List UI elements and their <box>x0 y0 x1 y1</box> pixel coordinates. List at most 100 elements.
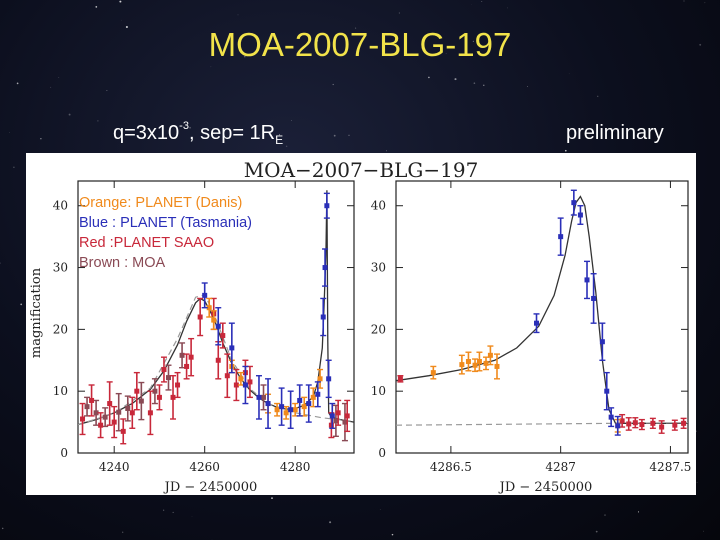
legend-entry: Orange: PLANET (Danis) <box>79 195 242 211</box>
data-marker <box>233 382 239 388</box>
data-marker <box>179 352 185 358</box>
right-panel-data-point <box>458 354 465 375</box>
data-marker <box>129 410 135 416</box>
data-marker <box>184 363 190 369</box>
data-marker <box>306 401 312 407</box>
star-dot <box>699 43 702 46</box>
data-marker <box>288 407 294 413</box>
left-panel-data-point <box>147 390 154 436</box>
legend: Orange: PLANET (Danis) Blue : PLANET (Tas… <box>79 195 252 271</box>
left-panel-y-tick-label: 10 <box>53 384 68 398</box>
separation-subscript: E <box>275 133 284 147</box>
star-dot <box>506 7 508 9</box>
star-dot <box>481 1 483 2</box>
data-marker <box>639 422 645 428</box>
data-marker <box>89 397 95 403</box>
star-dot <box>119 0 122 3</box>
right-panel-data-point <box>632 417 639 429</box>
left-panel-data-point <box>320 297 327 337</box>
star-dot <box>637 511 640 513</box>
star-dot <box>315 39 319 42</box>
right-panel-data-point <box>649 417 656 429</box>
data-marker <box>202 292 208 298</box>
star-dot <box>125 25 128 29</box>
star-dot <box>604 514 606 516</box>
data-marker <box>138 398 144 404</box>
data-marker <box>215 323 221 329</box>
star-dot <box>16 82 19 85</box>
star-dot <box>398 12 400 14</box>
right-panel-plot-area <box>396 189 688 436</box>
left-panel-data-point <box>242 365 249 405</box>
data-marker <box>626 421 632 427</box>
star-dot <box>58 77 60 79</box>
data-marker <box>120 428 126 434</box>
star-dot <box>243 55 246 58</box>
right-panel-data-point <box>577 205 584 225</box>
left-panel-data-point <box>233 368 240 402</box>
left-panel-data-point <box>160 356 167 383</box>
data-marker <box>584 277 590 283</box>
star-dot <box>279 134 280 136</box>
data-marker <box>152 388 158 394</box>
data-marker <box>247 379 253 385</box>
right-panel-data-point <box>680 417 687 429</box>
right-panel-data-point <box>619 413 626 428</box>
mass-ratio-exponent: -3 <box>179 120 189 133</box>
left-panel-data-point <box>237 371 244 386</box>
data-marker <box>632 420 638 426</box>
left-panel-data-point <box>129 396 136 429</box>
right-panel-y-tick-label: 20 <box>371 322 386 336</box>
right-panel-data-point <box>584 260 591 300</box>
data-marker <box>329 413 335 419</box>
star-dot <box>597 95 599 97</box>
star-dot <box>122 531 124 533</box>
star-dot <box>0 262 1 264</box>
data-marker <box>344 413 350 419</box>
right-panel-data-point <box>625 417 632 431</box>
data-marker <box>397 376 403 382</box>
star-dot <box>355 27 357 29</box>
star-dot <box>9 132 11 133</box>
data-marker <box>165 375 171 381</box>
left-panel-data-point <box>156 384 163 411</box>
left-panel-data-point <box>88 384 95 417</box>
status-label: preliminary <box>566 122 664 144</box>
right-panel-data-point <box>533 313 540 334</box>
star-dot <box>333 134 336 137</box>
left-panel-data-point <box>170 375 177 420</box>
star-dot <box>271 497 273 499</box>
data-marker <box>494 363 500 369</box>
left-panel-series <box>84 342 348 442</box>
star-dot <box>565 149 567 152</box>
left-panel-data-point <box>165 364 172 391</box>
data-marker <box>256 394 262 400</box>
left-panel-data-point <box>322 248 329 287</box>
left-panel-data-point <box>305 384 312 423</box>
left-panel-data-point <box>151 378 158 405</box>
left-panel-x-tick-label: 4280 <box>280 460 311 474</box>
left-panel-plot-area <box>78 190 354 445</box>
data-marker <box>604 388 610 394</box>
left-panel-data-point <box>138 381 145 421</box>
right-panel-y-tick-label: 40 <box>371 199 386 213</box>
data-marker <box>224 373 230 379</box>
left-panel-series <box>206 297 324 420</box>
left-panel-data-point <box>124 395 131 422</box>
data-marker <box>320 314 326 320</box>
left-panel-data-point <box>296 384 303 417</box>
right-panel-data-point <box>614 415 621 436</box>
left-panel-series <box>201 192 336 429</box>
left-panel-data-point <box>111 405 118 439</box>
left-panel-data-point <box>344 399 351 433</box>
left-panel-y-tick-label: 40 <box>53 199 68 213</box>
left-panel-data-point <box>323 192 330 219</box>
data-marker <box>577 212 583 218</box>
data-marker <box>125 405 131 411</box>
data-marker <box>430 370 436 376</box>
right-panel-series <box>533 189 621 436</box>
right-panel-data-point <box>671 419 678 431</box>
data-marker <box>156 394 162 400</box>
light-curve-svg: MOA−2007−BLG−197 magnification JD − 2450… <box>26 153 696 495</box>
data-marker <box>333 418 339 424</box>
